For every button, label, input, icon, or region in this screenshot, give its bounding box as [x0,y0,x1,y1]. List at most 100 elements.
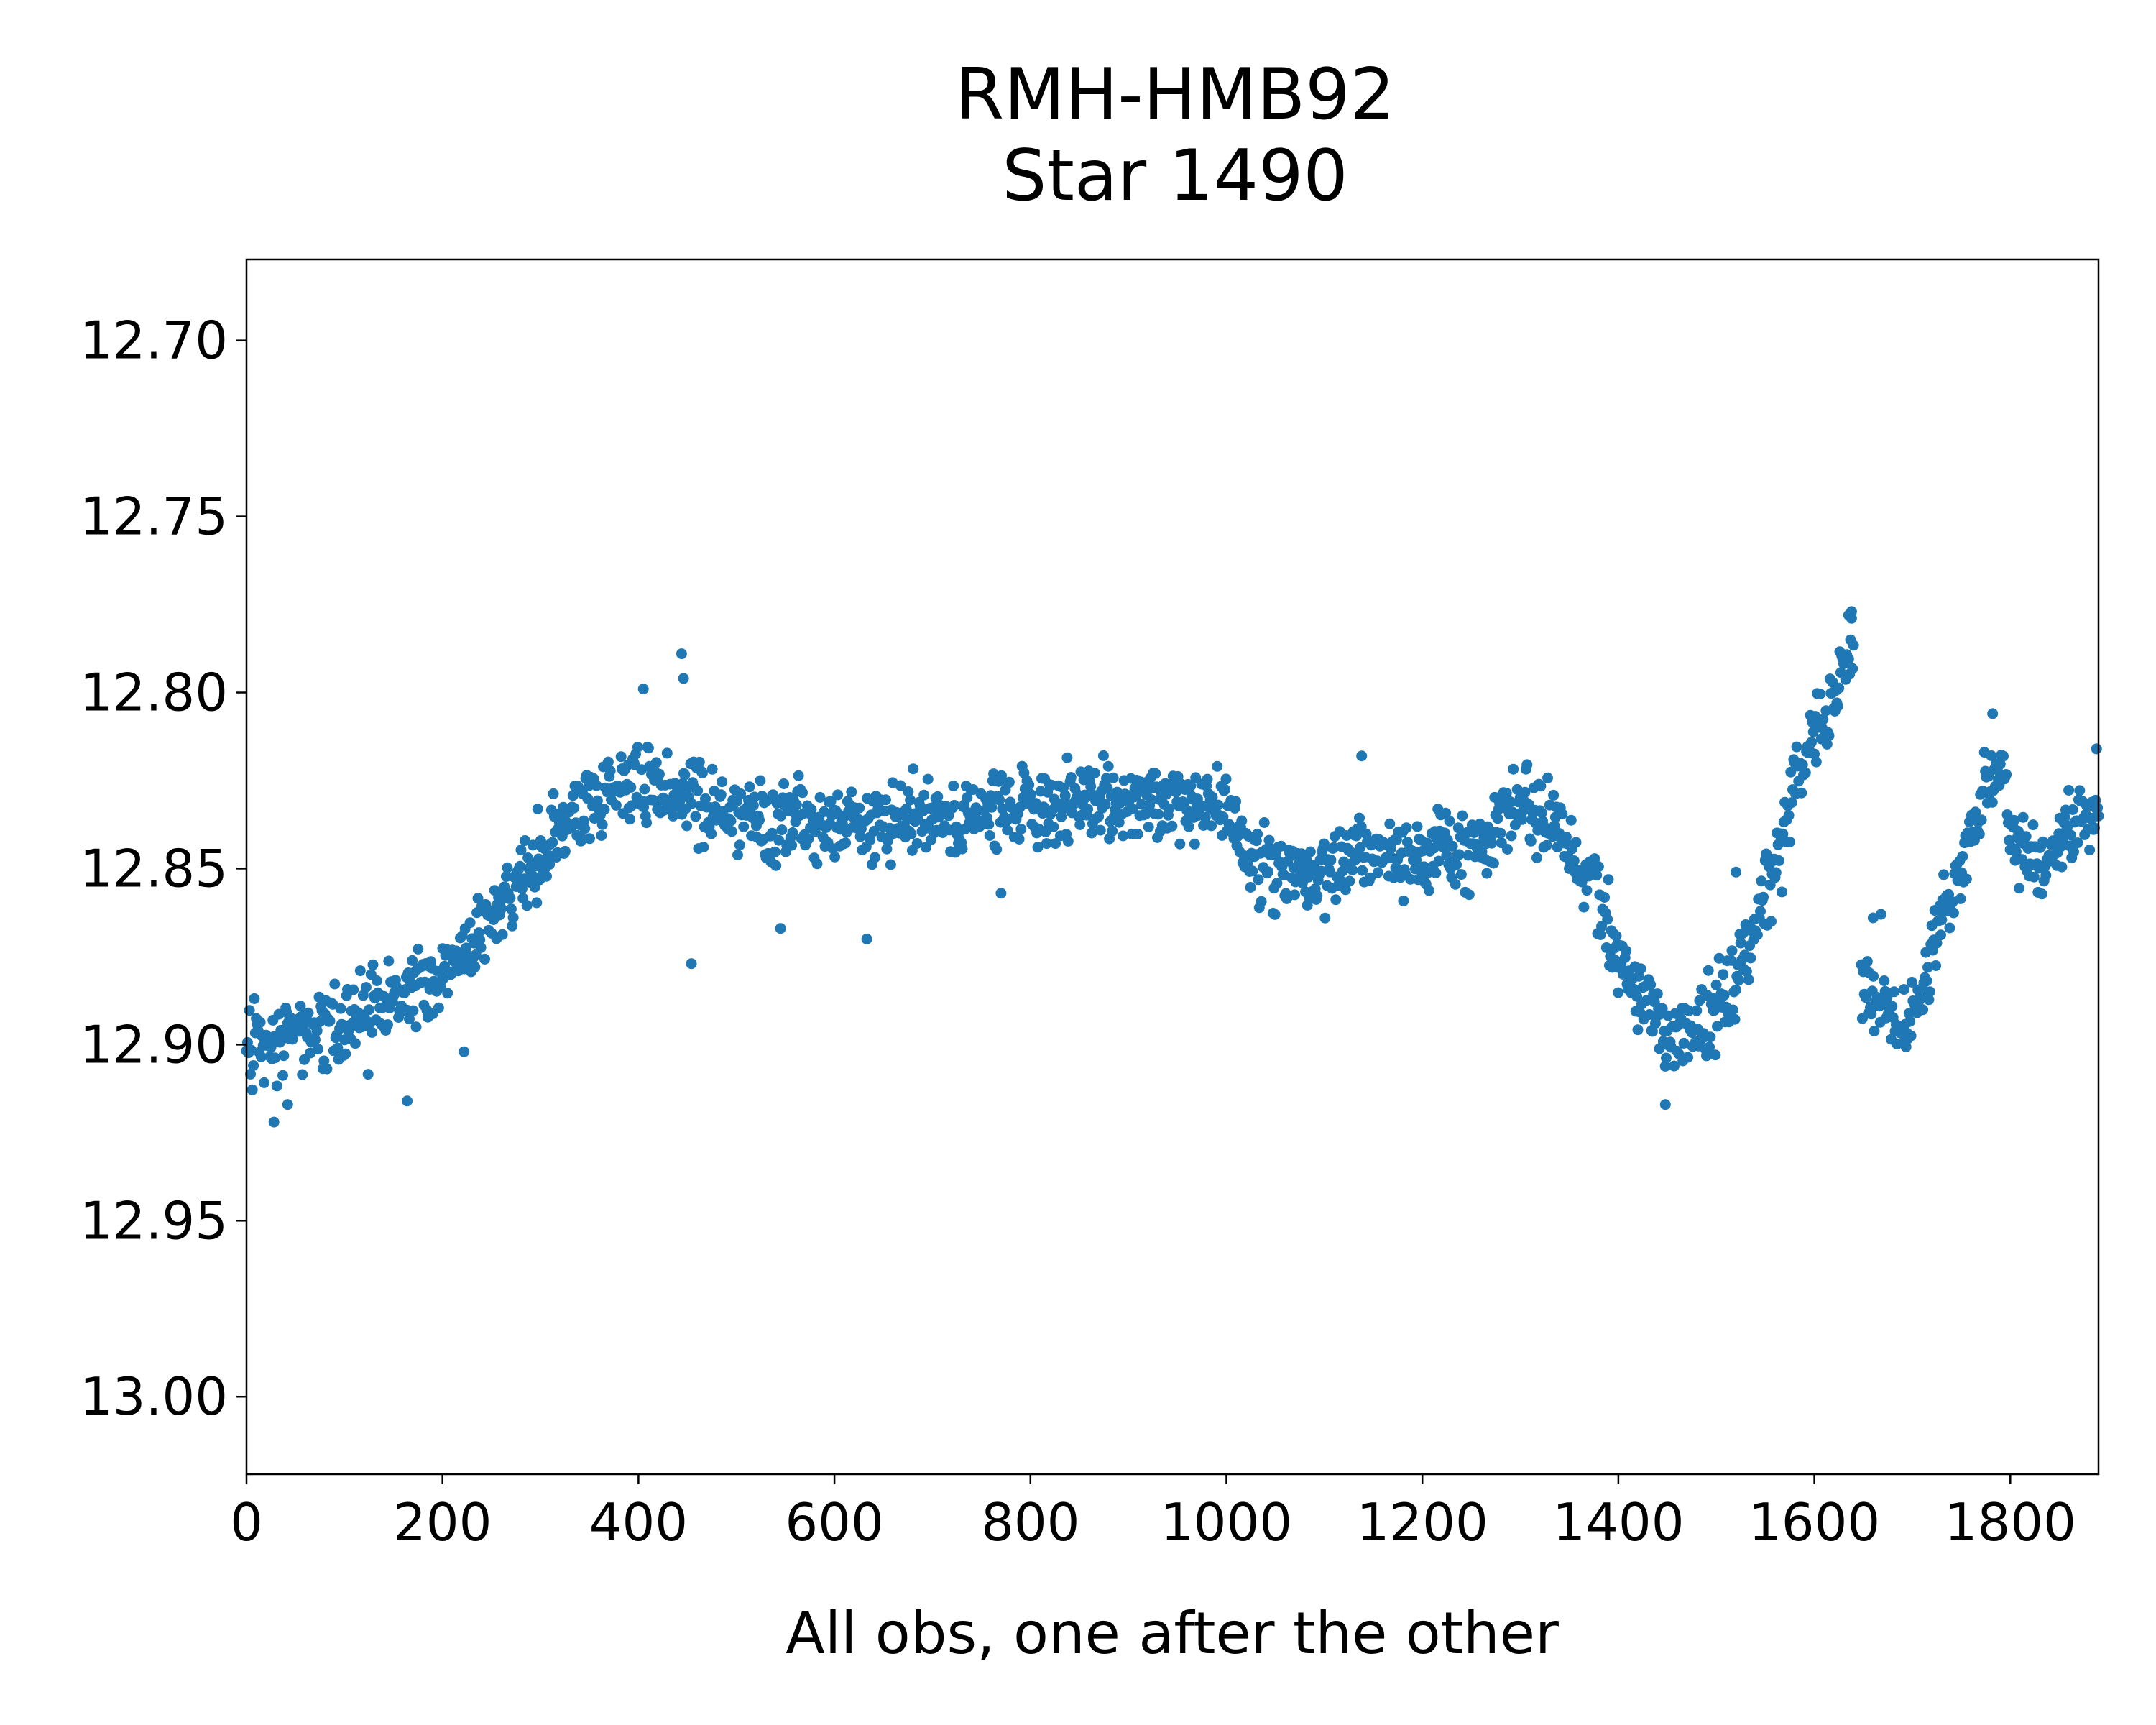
data-point [501,870,512,882]
data-point [1330,894,1342,906]
data-point [1454,849,1465,860]
data-point [1938,869,1950,880]
data-point [1301,854,1312,865]
data-point [754,814,765,826]
data-point [1230,796,1242,807]
data-point [1718,969,1729,980]
data-point [1823,730,1835,742]
data-point [1023,779,1035,791]
data-point [1354,812,1365,824]
data-point [1002,824,1013,836]
data-point [1701,1050,1712,1062]
data-point [1411,855,1422,866]
data-point [1263,834,1275,846]
y-tick-label: 12.80 [80,663,228,723]
data-point [766,827,778,839]
data-point [610,799,622,811]
x-tick-label: 200 [393,1492,492,1552]
data-point [372,975,382,986]
data-point [2036,888,2047,900]
data-point [996,770,1007,781]
data-point [1796,787,1807,799]
data-point-outlier [995,888,1007,899]
data-point [1486,837,1498,849]
data-point [625,814,635,825]
data-point [1976,814,1987,826]
data-point [1189,838,1200,850]
data-point [2056,861,2068,873]
data-point [625,781,637,793]
data-point-outlier [678,673,689,684]
data-point [1961,873,1972,885]
data-point [1848,640,1859,651]
data-point [2068,846,2079,857]
data-point [1924,986,1935,998]
data-point [527,840,538,851]
data-point [706,763,718,775]
data-point [1032,842,1044,853]
data-points [241,606,2104,1128]
data-point [1065,772,1077,783]
data-point [1770,867,1782,878]
data-point [1923,994,1935,1006]
data-point [1026,788,1036,800]
data-point [340,1048,351,1059]
data-point [1657,1003,1668,1014]
data-point [829,851,841,862]
data-point [986,801,998,813]
data-point [1212,760,1223,772]
data-point-outlier [268,1116,280,1128]
data-point [1866,1008,1877,1020]
data-point [715,789,727,801]
data-point [329,978,341,990]
data-point-outlier [282,1099,293,1110]
data-point [1621,945,1632,957]
data-point [1328,842,1340,853]
data-point [1015,824,1027,834]
data-point [1289,889,1300,901]
data-point [854,802,865,814]
data-point [885,859,896,870]
data-point [1903,1008,1915,1019]
data-point [1372,867,1383,878]
data-point [1143,822,1154,832]
data-point [1710,979,1722,990]
data-point [865,834,876,846]
data-point [1100,799,1111,810]
data-point [732,850,743,860]
data-point-outlier [676,648,687,660]
data-point [335,1003,346,1014]
data-point [1948,907,1959,919]
data-point [791,799,802,811]
data-point [1463,889,1475,901]
data-point [1743,974,1754,985]
data-point [469,961,481,972]
data-point [1430,868,1442,879]
data-point [1694,995,1705,1006]
data-point [1102,782,1113,794]
data-point [700,793,711,804]
data-point [433,1002,444,1013]
data-point [1898,984,1909,995]
data-point [1651,988,1663,1000]
data-point-outlier [1356,750,1368,762]
data-point [254,1016,266,1028]
data-point [2017,811,2029,823]
data-point [638,801,650,813]
data-point [505,903,517,915]
x-tick-label: 0 [230,1492,263,1552]
data-point [1411,821,1423,832]
data-point [1508,763,1519,775]
data-point [1365,872,1376,883]
data-point [464,917,476,929]
data-point [918,789,930,801]
data-point [1107,772,1119,783]
data-point [1645,979,1657,990]
data-point [840,837,852,849]
data-point [1444,815,1455,827]
data-point [1337,865,1348,877]
data-point [1059,790,1071,801]
data-point-outlier [1987,708,1999,719]
data-point [1712,1021,1723,1032]
